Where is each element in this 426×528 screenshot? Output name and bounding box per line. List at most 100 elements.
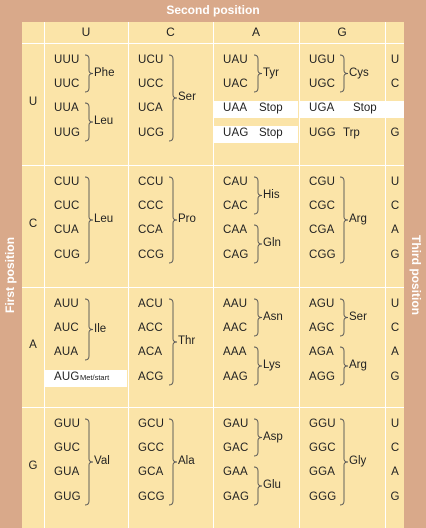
first-position-title: First position [3, 237, 17, 313]
brace-icon [339, 298, 349, 337]
codon-gac: GAC [223, 442, 249, 454]
codon-cug: CUG [54, 249, 81, 261]
third-position-u: U [390, 176, 400, 188]
amino-acid-ser: Ser [349, 310, 367, 323]
codon-guu: GUU [54, 418, 81, 430]
second-position-u: U [81, 25, 91, 39]
first-position-u: U [28, 96, 38, 108]
codon-uuu: UUU [54, 54, 80, 66]
codon-aac: AAC [223, 322, 248, 334]
brace-icon [168, 418, 178, 506]
amino-acid-val: Val [94, 455, 110, 467]
third-position-g: G [390, 127, 400, 139]
brace-icon [253, 176, 263, 215]
amino-acid-cys: Cys [349, 66, 369, 79]
codon-gcc: GCC [138, 442, 165, 454]
amino-acid-trp: Trp [343, 127, 360, 139]
third-position-c: C [390, 322, 400, 334]
amino-acid-glu: Glu [263, 479, 281, 491]
codon-ggg: GGG [309, 491, 337, 503]
amino-acid-stop: Stop [259, 127, 283, 139]
brace-icon [84, 102, 94, 142]
codon-uga: UGA [309, 102, 335, 114]
codon-cgu: CGU [309, 176, 336, 188]
amino-acid-gly: Gly [349, 455, 367, 467]
grid-divider [22, 43, 404, 44]
codon-gag: GAG [223, 491, 250, 503]
grid-divider [213, 22, 214, 528]
codon-ugc: UGC [309, 78, 336, 90]
third-position-c: C [390, 200, 400, 212]
codon-aug: AUG [54, 371, 80, 383]
codon-uua: UUA [54, 102, 79, 114]
amino-acid-stop: Stop [259, 102, 283, 114]
codon-ucu: UCU [138, 54, 164, 66]
brace-icon [253, 346, 263, 386]
codon-ugg: UGG [309, 127, 336, 139]
amino-acid-ile: Ile [94, 322, 107, 335]
amino-acid-pro: Pro [178, 213, 196, 225]
codon-ccc: CCC [138, 200, 164, 212]
codon-grid: UCAGUCAGUCAGUCAGUCAGUCAGUUUUUCUUAUUGUCUU… [22, 22, 404, 528]
amino-acid-leu: Leu [94, 213, 114, 225]
codon-ggc: GGC [309, 442, 336, 454]
codon-uug: UUG [54, 127, 81, 139]
codon-gcg: GCG [138, 491, 165, 503]
amino-acid-ala: Ala [178, 455, 195, 467]
brace-icon [84, 298, 94, 361]
third-position-g: G [390, 371, 400, 383]
codon-guc: GUC [54, 442, 81, 454]
amino-acid-leu: Leu [94, 115, 114, 127]
codon-cau: CAU [223, 176, 248, 188]
codon-cuc: CUC [54, 200, 80, 212]
highlight-bar [214, 126, 298, 143]
brace-icon [253, 466, 263, 506]
highlight-bar [44, 370, 127, 387]
codon-caa: CAA [223, 224, 248, 236]
brace-icon [339, 346, 349, 386]
grid-divider [22, 407, 404, 408]
second-position-g: G [337, 25, 347, 39]
codon-aaa: AAA [223, 346, 247, 358]
second-position-c: C [166, 25, 175, 39]
codon-agg: AGG [309, 371, 336, 383]
codon-gau: GAU [223, 418, 249, 430]
brace-icon [168, 298, 178, 386]
third-position-u: U [390, 298, 400, 310]
amino-acid-stop: Stop [353, 102, 377, 114]
brace-icon [84, 176, 94, 264]
codon-cua: CUA [54, 224, 79, 236]
brace-icon [84, 418, 94, 506]
codon-acg: ACG [138, 371, 164, 383]
codon-gug: GUG [54, 491, 81, 503]
brace-icon [84, 54, 94, 93]
codon-aca: ACA [138, 346, 163, 358]
brace-icon [253, 298, 263, 337]
codon-gua: GUA [54, 466, 80, 478]
brace-icon [168, 176, 178, 264]
codon-auu: AUU [54, 298, 79, 310]
highlight-bar [300, 101, 404, 118]
amino-acid-tyr: Tyr [263, 66, 279, 79]
codon-acu: ACU [138, 298, 163, 310]
codon-cac: CAC [223, 200, 248, 212]
codon-cgc: CGC [309, 200, 336, 212]
codon-ugu: UGU [309, 54, 336, 66]
amino-acid-lys: Lys [263, 359, 281, 371]
codon-ucc: UCC [138, 78, 164, 90]
codon-uac: UAC [223, 78, 248, 90]
codon-agc: AGC [309, 322, 335, 334]
grid-divider [385, 22, 386, 528]
amino-acid-phe: Phe [94, 66, 115, 79]
first-position-c: C [28, 218, 38, 230]
brace-icon [168, 54, 178, 142]
amino-acid-asn: Asn [263, 310, 283, 323]
first-position-a: A [29, 339, 37, 351]
brace-icon [339, 176, 349, 264]
codon-ucg: UCG [138, 127, 165, 139]
codon-gcu: GCU [138, 418, 165, 430]
third-position-title: Third position [409, 235, 423, 315]
amino-acid-arg: Arg [349, 213, 367, 225]
highlight-bar [214, 101, 298, 118]
